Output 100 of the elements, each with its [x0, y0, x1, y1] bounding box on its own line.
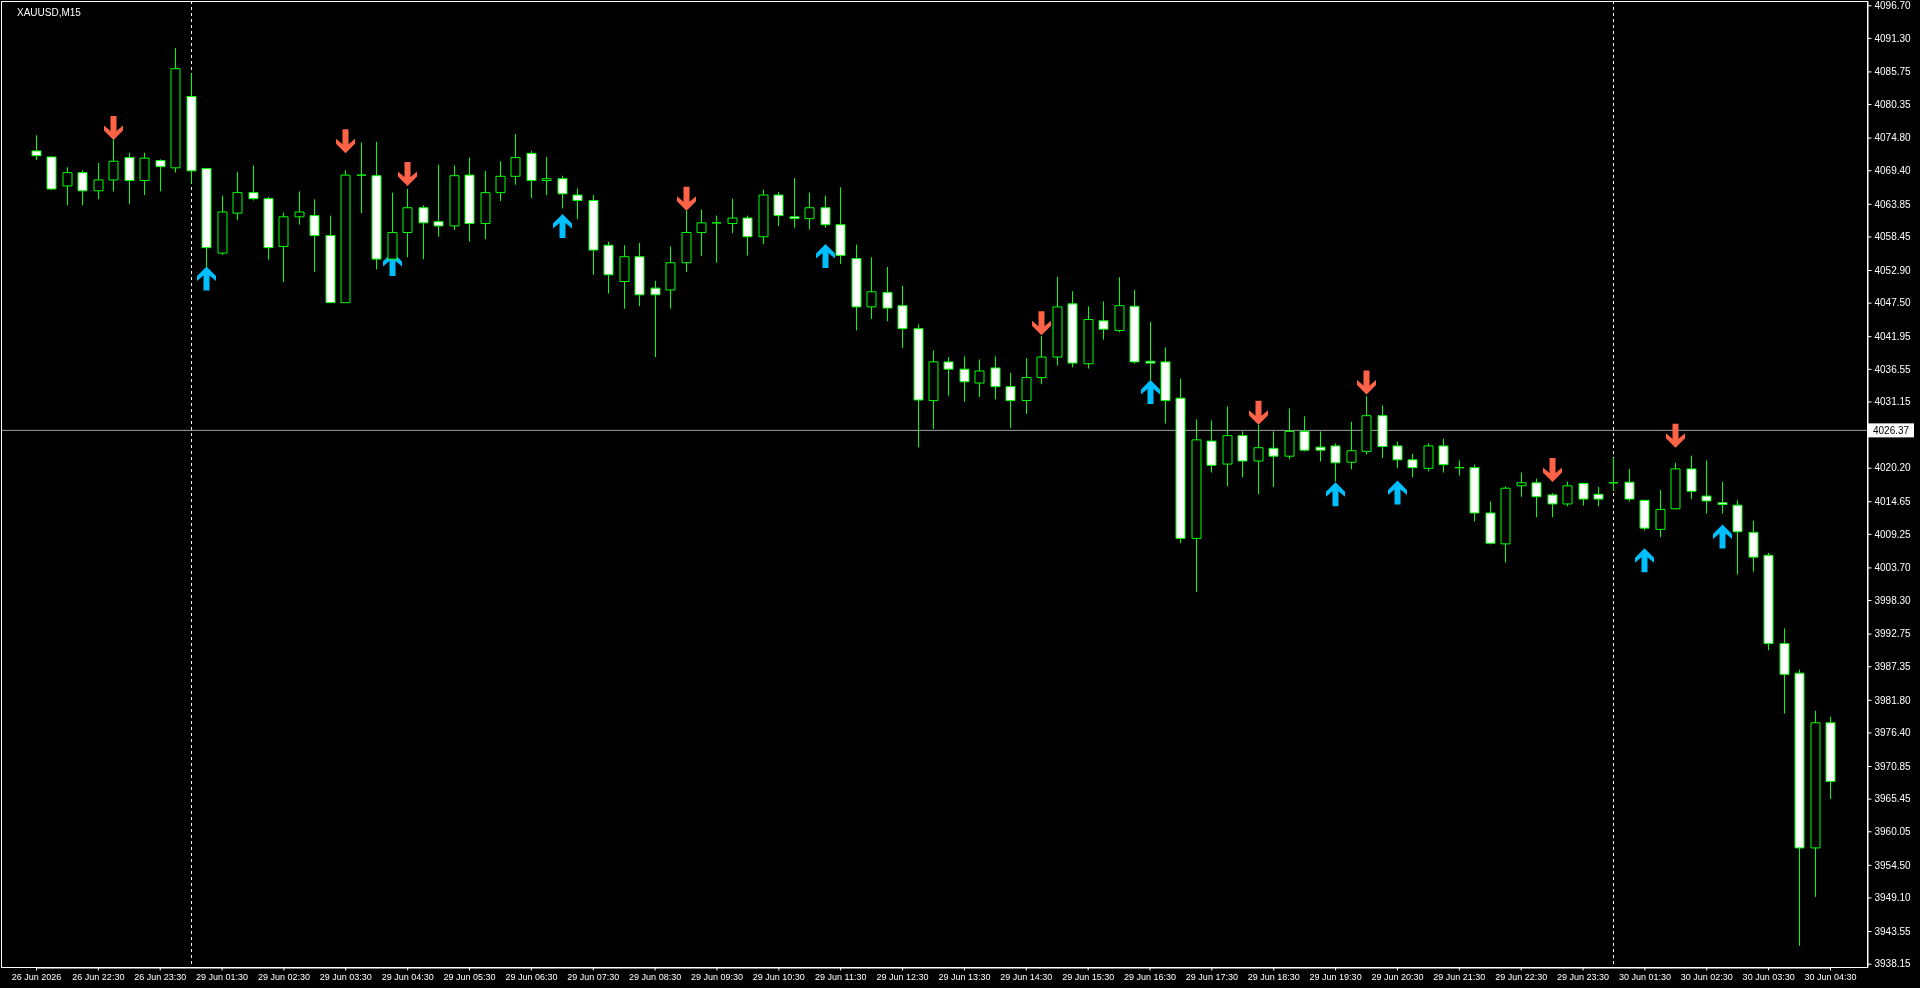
candlestick	[495, 160, 506, 202]
candlestick	[62, 166, 73, 206]
point	[1326, 482, 1345, 507]
candlestick	[294, 190, 305, 226]
candlestick	[758, 189, 769, 245]
y-tick-label: 4036.55	[1874, 363, 1912, 375]
candlestick	[1701, 459, 1712, 515]
x-tick-label: 29 Jun 19:30	[1309, 971, 1362, 982]
candlestick	[1268, 430, 1279, 488]
x-tick-label: 30 Jun 02:30	[1680, 971, 1733, 982]
candlestick	[1005, 372, 1016, 429]
x-tick-label: 30 Jun 03:30	[1742, 971, 1795, 982]
candlestick	[1686, 455, 1697, 500]
x-tick-label: 29 Jun 09:30	[690, 971, 744, 982]
candlestick	[1145, 321, 1156, 381]
candlestick	[139, 152, 150, 196]
x-tick-label: 29 Jun 01:30	[196, 971, 249, 982]
candlestick	[1377, 404, 1388, 459]
candlestick	[418, 204, 429, 260]
x-tick-label: 29 Jun 13:30	[938, 971, 991, 982]
candlestick	[1794, 669, 1805, 947]
candlestick	[820, 195, 831, 229]
candlestick	[263, 196, 274, 261]
y-tick-label: 4085.75	[1874, 66, 1912, 78]
point	[1635, 548, 1654, 573]
point	[816, 244, 835, 269]
candlestick	[1222, 406, 1233, 487]
candlestick	[913, 323, 924, 448]
candlestick	[990, 355, 1001, 400]
candlestick	[108, 138, 119, 192]
x-tick-label: 26 Jun 22:30	[72, 971, 125, 982]
candlestick	[1717, 481, 1728, 515]
point	[1032, 311, 1051, 336]
candlestick	[124, 152, 135, 205]
candlestick	[789, 177, 800, 229]
candlestick	[1516, 472, 1527, 498]
candlestick	[433, 164, 444, 238]
y-tick-label: 3981.80	[1874, 694, 1912, 706]
candlestick	[1670, 462, 1681, 510]
candlestick	[1160, 346, 1171, 425]
point	[1543, 458, 1562, 483]
candlestick	[1438, 438, 1449, 474]
y-tick-label: 3987.35	[1874, 660, 1912, 672]
point	[1713, 524, 1732, 549]
candlestick	[1361, 395, 1372, 455]
candlestick	[1485, 501, 1496, 545]
y-tick-label: 3976.40	[1874, 727, 1912, 739]
candlestick	[77, 169, 88, 206]
x-tick-label: 30 Jun 01:30	[1618, 971, 1671, 982]
candlestick	[1810, 710, 1821, 898]
candlestick	[1578, 482, 1589, 507]
text: XAUUSD,M15	[17, 7, 82, 18]
candlestick	[1748, 520, 1759, 573]
x-tick-label: 29 Jun 16:30	[1123, 971, 1177, 982]
candlestick	[510, 133, 521, 186]
y-tick-label: 4096.70	[1874, 0, 1912, 11]
point	[553, 213, 572, 238]
candlestick	[650, 280, 661, 358]
point	[1249, 400, 1268, 425]
candlestick	[835, 186, 846, 265]
candlestick	[943, 356, 954, 397]
point	[1141, 380, 1160, 405]
candlestick	[572, 187, 583, 220]
y-tick-label: 4080.35	[1874, 98, 1912, 110]
x-tick-label: 29 Jun 02:30	[257, 971, 310, 982]
x-tick-label: 29 Jun 20:30	[1371, 971, 1424, 982]
candlestick	[217, 195, 228, 256]
candlestick	[588, 194, 599, 276]
point	[104, 115, 123, 140]
candlestick	[31, 134, 42, 161]
point	[336, 129, 355, 154]
y-tick-label: 4047.50	[1874, 297, 1912, 309]
candlestick	[1299, 415, 1310, 452]
y-tick-label: 4052.90	[1874, 264, 1912, 276]
candlestick	[464, 157, 475, 243]
candlestick	[1253, 424, 1264, 495]
candlestick	[402, 188, 413, 258]
candlestick	[1407, 453, 1418, 478]
point	[1357, 370, 1376, 395]
candlestick	[93, 162, 104, 200]
candlestick	[1500, 485, 1511, 564]
candlestick	[1639, 499, 1650, 532]
candlestick	[1083, 305, 1094, 370]
candlestick	[1825, 716, 1836, 800]
candlestick	[340, 169, 351, 304]
candlestick	[866, 256, 877, 320]
y-tick-label: 4031.15	[1874, 396, 1912, 408]
y-tick-label: 3960.05	[1874, 825, 1912, 837]
x-tick-label: 29 Jun 14:30	[1000, 971, 1053, 982]
candlestick	[526, 150, 537, 199]
x-tick-label: 29 Jun 12:30	[876, 971, 929, 982]
candlestick	[449, 164, 460, 231]
candlestick	[1284, 407, 1295, 460]
candlestick	[711, 215, 722, 264]
candlestick	[974, 358, 985, 398]
x-tick-label: 29 Jun 03:30	[319, 971, 372, 982]
y-tick-label: 4069.40	[1874, 164, 1912, 176]
candlestick	[1392, 441, 1403, 469]
y-tick-label: 3938.15	[1874, 958, 1912, 970]
candlestick	[742, 215, 753, 256]
